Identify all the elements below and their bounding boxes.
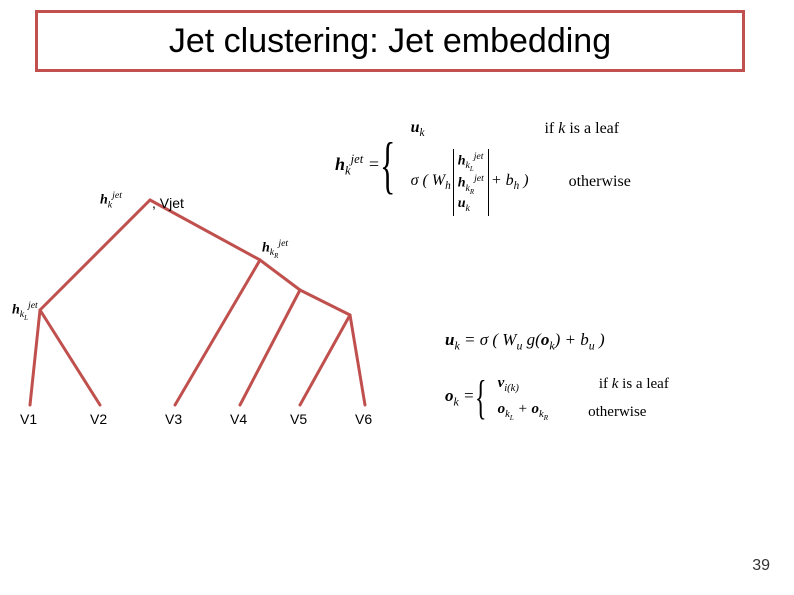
leaf-v1: V1	[20, 411, 37, 427]
eq3-lhs: ok =	[445, 386, 475, 409]
leaf-v5: V5	[290, 411, 307, 427]
eq3-case2-cond: otherwise	[588, 404, 646, 421]
equation-ok: ok = { vi(k) if k is a leaf okL + okR ot…	[445, 370, 765, 426]
eq1-case2-pre: σ ( Wh	[411, 172, 451, 192]
leaf-v4: V4	[230, 411, 247, 427]
tree-diagram	[0, 0, 400, 440]
equation-hk-jet: hkjet = { uk if k is a leaf σ ( Wh hkLje…	[335, 115, 765, 216]
eq3-case2-val: okL + okR	[498, 401, 549, 422]
eq1-lhs: hkjet =	[335, 152, 380, 179]
label-vjet: , Vjet	[152, 195, 184, 211]
label-hkR-jet: hkRjet	[262, 238, 288, 260]
leaf-v2: V2	[90, 411, 107, 427]
label-hk-jet: hkjet	[100, 190, 122, 210]
label-hkL-jet: hkLjet	[12, 300, 38, 322]
eq1-vec-top: hkLjet	[458, 151, 484, 173]
equation-uk: uk = σ ( Wu g(ok) + bu )	[445, 330, 605, 353]
eq1-case2-post: + bh )	[491, 172, 529, 192]
eq1-case1-val: uk	[411, 119, 425, 139]
eq3-case1-cond: if k is a leaf	[599, 376, 669, 393]
eq1-vec-mid: hkRjet	[458, 173, 484, 195]
leaf-v3: V3	[165, 411, 182, 427]
leaf-v6: V6	[355, 411, 372, 427]
eq1-case2-cond: otherwise	[569, 173, 631, 191]
page-number: 39	[752, 557, 770, 575]
eq3-case1-val: vi(k)	[498, 375, 519, 394]
eq1-case1-cond: if k is a leaf	[544, 120, 619, 138]
eq1-vec-bot: uk	[458, 196, 470, 214]
